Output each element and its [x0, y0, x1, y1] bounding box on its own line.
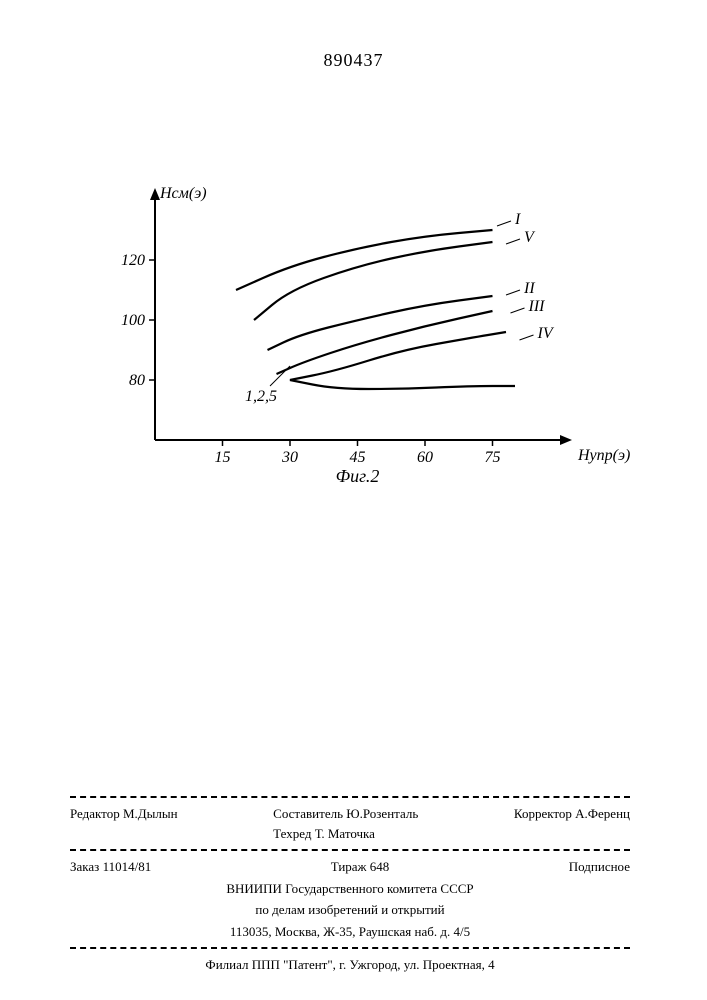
svg-text:Нсм(э): Нсм(э) — [159, 185, 207, 202]
svg-text:30: 30 — [281, 449, 298, 466]
svg-text:V: V — [524, 229, 536, 246]
corrector: Корректор А.Ференц — [514, 804, 630, 843]
subscription: Подписное — [569, 857, 630, 877]
svg-text:Нупр(э): Нупр(э) — [577, 447, 630, 464]
order: Заказ 11014/81 — [70, 857, 151, 877]
svg-text:1,2,5: 1,2,5 — [245, 388, 277, 405]
svg-text:100: 100 — [121, 312, 145, 329]
svg-text:II: II — [523, 280, 535, 297]
compiler-tech: Составитель Ю.Розенталь Техред Т. Маточк… — [273, 804, 418, 843]
org-line-3: 113035, Москва, Ж-35, Раушская наб. д. 4… — [70, 922, 630, 942]
credits-row-1: Редактор М.Дылын Составитель Ю.Розенталь… — [70, 804, 630, 843]
editor: Редактор М.Дылын — [70, 804, 178, 843]
svg-text:I: I — [514, 211, 521, 228]
svg-text:Фиг.2: Фиг.2 — [336, 466, 380, 486]
svg-text:15: 15 — [215, 449, 231, 466]
tirage: Тираж 648 — [331, 857, 390, 877]
order-row: Заказ 11014/81 Тираж 648 Подписное — [70, 857, 630, 877]
branch-line: Филиал ППП "Патент", г. Ужгород, ул. Про… — [70, 955, 630, 975]
org-line-1: ВНИИПИ Государственного комитета СССР — [70, 879, 630, 899]
document-number: 890437 — [0, 50, 707, 71]
svg-text:75: 75 — [485, 449, 501, 466]
svg-text:120: 120 — [121, 252, 145, 269]
footer-block: Редактор М.Дылын Составитель Ю.Розенталь… — [70, 790, 630, 977]
separator — [70, 796, 630, 798]
svg-text:IV: IV — [537, 325, 555, 342]
svg-text:III: III — [528, 298, 546, 315]
separator — [70, 947, 630, 949]
svg-text:80: 80 — [129, 372, 145, 389]
chart: 801001201530456075Нсм(э)Нупр(э)IVIIIIIIV… — [100, 180, 580, 500]
separator — [70, 849, 630, 851]
svg-text:60: 60 — [417, 449, 433, 466]
svg-text:45: 45 — [350, 449, 366, 466]
org-line-2: по делам изобретений и открытий — [70, 900, 630, 920]
